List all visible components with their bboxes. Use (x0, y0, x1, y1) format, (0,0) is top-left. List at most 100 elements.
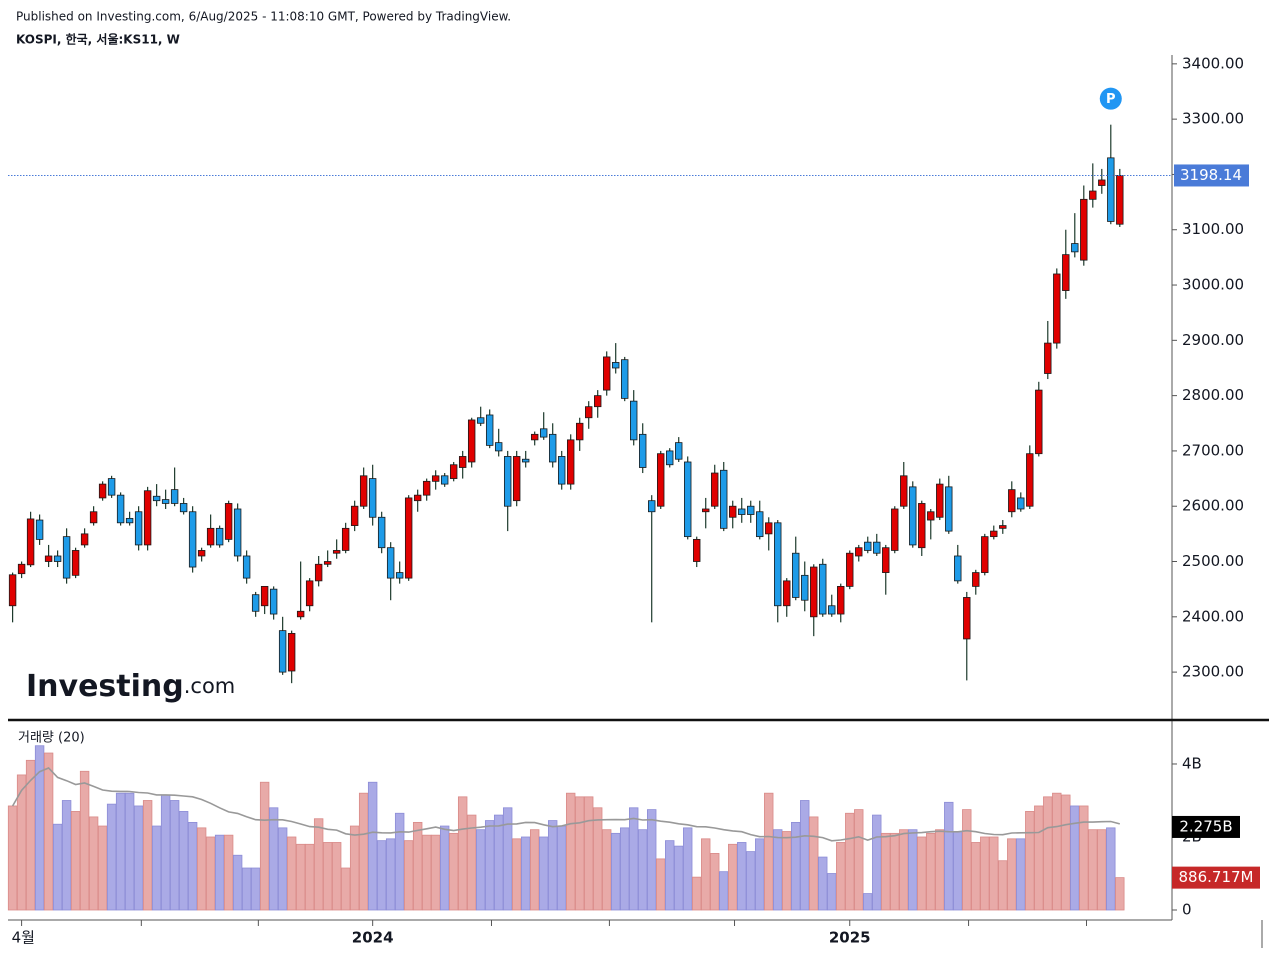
candle-body (404, 497, 413, 579)
candle-body (422, 480, 431, 496)
candle-body (621, 359, 629, 399)
y-tick-label: 2600.00 (1182, 497, 1244, 515)
candle-body (702, 508, 710, 513)
volume-bar (764, 792, 774, 911)
candle-body (512, 456, 521, 502)
volume-bar (584, 796, 594, 911)
candle-body (1080, 198, 1088, 261)
candle-body (548, 433, 557, 463)
candle-body (900, 475, 908, 507)
volume-bar (881, 832, 891, 911)
candle-body (215, 527, 224, 546)
volume-bar (953, 831, 963, 911)
candle-body (594, 395, 602, 408)
symbol-title: KOSPI, 한국, 서울:KS11, W (16, 32, 180, 47)
volume-bar (358, 792, 369, 911)
volume-bar (151, 825, 162, 911)
candle-body (837, 585, 845, 615)
candle-body (125, 517, 134, 524)
volume-bar (304, 843, 315, 911)
volume-bar (268, 807, 279, 911)
volume-bar (214, 834, 225, 911)
y-tick-label: 2800.00 (1182, 386, 1244, 404)
candle-body (296, 610, 305, 618)
candle-body (630, 400, 638, 441)
candle-body (278, 630, 287, 673)
candle-body (242, 555, 251, 579)
volume-bar (1097, 829, 1107, 911)
candle-body (17, 563, 26, 575)
volume-bar (845, 812, 855, 911)
candle-body (1035, 389, 1043, 455)
volume-bar (124, 792, 135, 911)
volume-bar (160, 794, 171, 911)
last-price-box (1174, 164, 1249, 187)
candle-body (350, 505, 359, 526)
volume-bar (277, 827, 288, 911)
volume-bar (737, 842, 747, 911)
volume-bar (692, 876, 702, 911)
volume-bar (665, 840, 675, 911)
candle-body (485, 414, 494, 446)
volume-bar (439, 825, 450, 911)
volume-bar (656, 858, 666, 911)
volume-bar (295, 843, 306, 911)
candle-body (756, 511, 764, 538)
volume-bar (935, 829, 945, 911)
candle-body (936, 483, 944, 518)
candle-body (648, 500, 656, 513)
candle-body (197, 550, 206, 557)
volume-bar (1088, 829, 1098, 911)
volume-bar (1043, 796, 1053, 911)
volume-bar (818, 856, 828, 911)
candle-body (1053, 273, 1061, 344)
volume-bar (331, 842, 342, 911)
candle-body (305, 580, 314, 607)
candle-body (152, 495, 161, 502)
published-note: Published on Investing.com, 6/Aug/2025 -… (16, 10, 511, 24)
volume-bar (25, 759, 36, 911)
volume-bar (340, 867, 351, 911)
candle-body (783, 580, 791, 607)
volume-bar (502, 807, 513, 911)
volume-bar (259, 781, 270, 911)
volume-bar (1070, 805, 1080, 911)
candle-body (765, 522, 773, 535)
volume-bar (782, 831, 792, 911)
candle-body (539, 428, 548, 438)
volume-bar (1052, 792, 1062, 911)
volume-bar (115, 792, 126, 911)
candle-body (1017, 497, 1025, 510)
candle-body (810, 566, 818, 618)
volume-bar (385, 838, 396, 911)
candle-body (530, 433, 539, 441)
candle-body (729, 505, 737, 518)
y-tick-label: 3300.00 (1182, 110, 1244, 128)
candle-body (458, 456, 467, 468)
candle-body (819, 563, 827, 615)
y-tick-label: 3400.00 (1182, 54, 1244, 72)
candle-body (693, 538, 701, 562)
volume-ma-box (1172, 815, 1240, 838)
candle-body (1098, 179, 1106, 186)
volume-bar (1079, 805, 1089, 911)
candle-body (62, 536, 71, 579)
volume-last-box (1172, 866, 1260, 889)
volume-bar (890, 832, 900, 911)
candle-body (792, 552, 800, 598)
volume-bar (647, 809, 657, 911)
volume-bar (791, 821, 801, 911)
candle-body (738, 508, 746, 515)
volume-bar (602, 829, 612, 911)
candle-body (341, 527, 350, 551)
volume-tick-label: 0 (1182, 901, 1192, 919)
x-tick-label: 2025 (829, 929, 871, 947)
candle-body (26, 518, 35, 566)
candle-body (89, 511, 98, 524)
candle-body (269, 588, 278, 615)
y-tick-label: 2900.00 (1182, 331, 1244, 349)
candle-body (260, 585, 269, 607)
candle-body (855, 547, 863, 557)
x-tick-label: 4월 (12, 929, 35, 947)
